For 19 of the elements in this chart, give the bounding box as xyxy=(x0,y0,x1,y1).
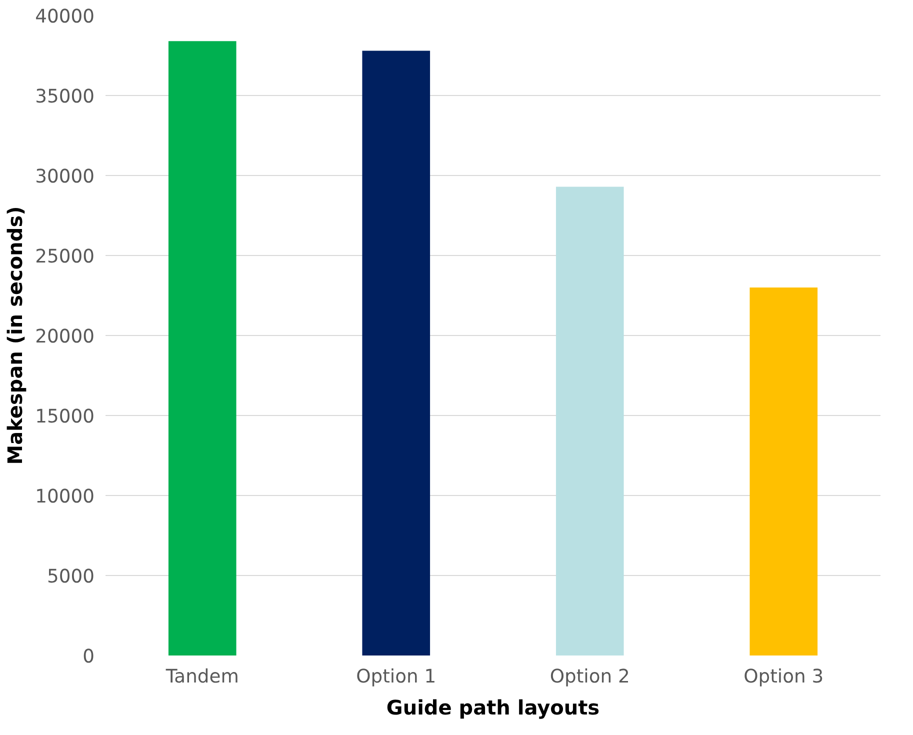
y-tick-label: 30000 xyxy=(35,166,95,188)
y-tick-label: 15000 xyxy=(35,406,95,428)
x-axis-title: Guide path layouts xyxy=(386,696,600,720)
y-axis-title: Makespan (in seconds) xyxy=(3,206,28,465)
bar xyxy=(168,41,236,656)
bar xyxy=(750,288,818,656)
y-tick-label: 5000 xyxy=(47,566,95,588)
y-tick-label: 40000 xyxy=(35,6,95,28)
y-tick-label: 10000 xyxy=(35,486,95,508)
x-tick-label: Option 3 xyxy=(744,666,824,688)
y-tick-label: 25000 xyxy=(35,246,95,268)
y-tick-label: 35000 xyxy=(35,86,95,108)
x-tick-label: Option 1 xyxy=(356,666,436,688)
bar xyxy=(556,186,624,656)
bar xyxy=(362,50,430,656)
y-tick-label: 20000 xyxy=(35,326,95,348)
x-tick-label: Tandem xyxy=(164,666,239,688)
y-tick-label: 0 xyxy=(82,646,95,668)
x-tick-label: Option 2 xyxy=(550,666,630,688)
